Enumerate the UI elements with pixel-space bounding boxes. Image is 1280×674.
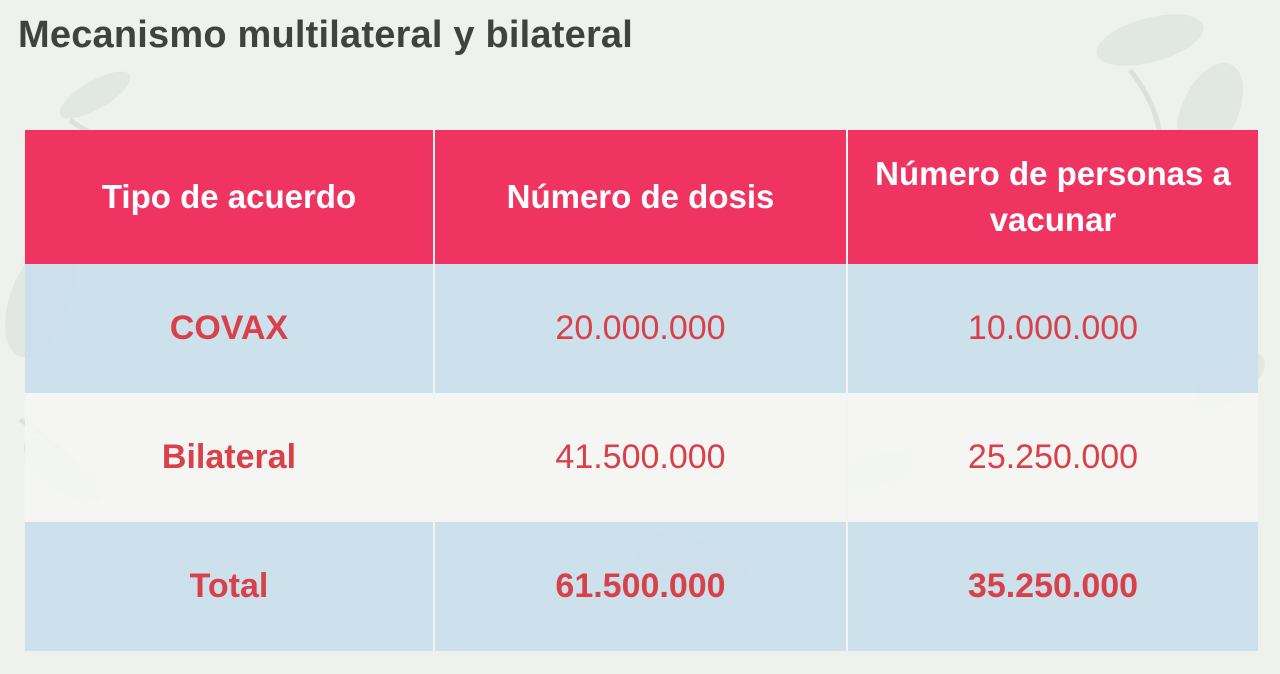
header-personas-a-vacunar: Número de personas a vacunar <box>846 130 1258 264</box>
cell-doses: 20.000.000 <box>433 264 847 393</box>
cell-agreement-type: Bilateral <box>25 393 434 522</box>
cell-doses: 41.500.000 <box>433 393 847 522</box>
cell-people: 25.250.000 <box>846 393 1258 522</box>
cell-doses: 61.500.000 <box>433 522 847 651</box>
cell-agreement-type: Total <box>25 522 434 651</box>
table-row-total: Total 61.500.000 35.250.000 <box>25 522 1258 651</box>
table-header-row: Tipo de acuerdo Número de dosis Número d… <box>25 130 1258 264</box>
cell-agreement-type: COVAX <box>25 264 434 393</box>
cell-people: 35.250.000 <box>846 522 1258 651</box>
vaccine-agreements-table: Tipo de acuerdo Número de dosis Número d… <box>25 130 1258 651</box>
header-numero-de-dosis: Número de dosis <box>433 130 847 264</box>
cell-people: 10.000.000 <box>846 264 1258 393</box>
page-title: Mecanismo multilateral y bilateral <box>18 14 634 56</box>
table-row-covax: COVAX 20.000.000 10.000.000 <box>25 264 1258 393</box>
header-tipo-de-acuerdo: Tipo de acuerdo <box>25 130 434 264</box>
table-row-bilateral: Bilateral 41.500.000 25.250.000 <box>25 393 1258 522</box>
